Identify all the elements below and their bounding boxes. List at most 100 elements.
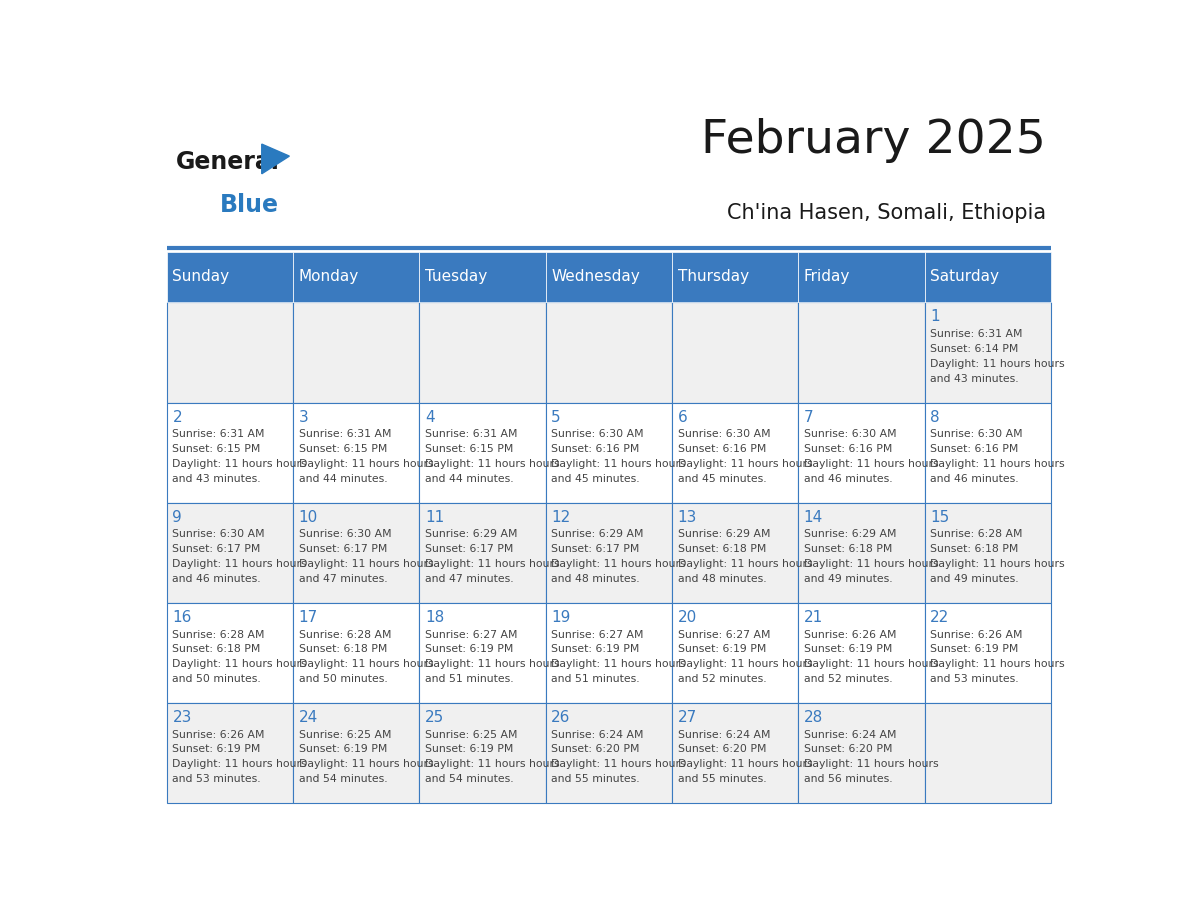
Text: and 43 minutes.: and 43 minutes. — [930, 374, 1018, 384]
Bar — [798, 603, 924, 703]
Text: Daylight: 11 hours hours: Daylight: 11 hours hours — [804, 759, 939, 769]
Bar — [166, 302, 293, 402]
Text: Daylight: 11 hours hours: Daylight: 11 hours hours — [298, 459, 434, 469]
Text: Sunrise: 6:31 AM: Sunrise: 6:31 AM — [298, 430, 391, 440]
Polygon shape — [261, 144, 290, 174]
Text: 20: 20 — [677, 610, 696, 625]
Text: Sunrise: 6:29 AM: Sunrise: 6:29 AM — [804, 530, 896, 540]
Bar — [293, 603, 419, 703]
Text: Sunset: 6:20 PM: Sunset: 6:20 PM — [551, 744, 640, 755]
Bar — [545, 703, 672, 803]
Text: Sunrise: 6:27 AM: Sunrise: 6:27 AM — [425, 630, 518, 640]
Text: Daylight: 11 hours hours: Daylight: 11 hours hours — [930, 359, 1064, 369]
Text: Daylight: 11 hours hours: Daylight: 11 hours hours — [930, 559, 1064, 569]
Bar — [419, 503, 545, 603]
Text: Daylight: 11 hours hours: Daylight: 11 hours hours — [425, 559, 560, 569]
Text: and 45 minutes.: and 45 minutes. — [677, 474, 766, 484]
Text: Sunrise: 6:27 AM: Sunrise: 6:27 AM — [677, 630, 770, 640]
Text: and 44 minutes.: and 44 minutes. — [425, 474, 513, 484]
Text: Daylight: 11 hours hours: Daylight: 11 hours hours — [804, 559, 939, 569]
Text: Sunrise: 6:26 AM: Sunrise: 6:26 AM — [930, 630, 1023, 640]
Text: General: General — [176, 150, 280, 174]
Bar — [798, 302, 924, 402]
Bar — [419, 402, 545, 503]
Bar — [924, 302, 1051, 402]
Text: and 48 minutes.: and 48 minutes. — [677, 574, 766, 584]
Bar — [545, 302, 672, 402]
Text: Sunset: 6:19 PM: Sunset: 6:19 PM — [551, 644, 639, 655]
Text: 21: 21 — [804, 610, 823, 625]
Text: 6: 6 — [677, 409, 687, 425]
Text: Saturday: Saturday — [930, 270, 999, 285]
Text: and 48 minutes.: and 48 minutes. — [551, 574, 640, 584]
Text: 18: 18 — [425, 610, 444, 625]
Bar — [166, 603, 293, 703]
Text: 14: 14 — [804, 509, 823, 525]
Text: Daylight: 11 hours hours: Daylight: 11 hours hours — [425, 759, 560, 769]
Bar — [293, 252, 419, 302]
Text: Sunset: 6:15 PM: Sunset: 6:15 PM — [425, 444, 513, 454]
Text: 7: 7 — [804, 409, 814, 425]
Text: Sunrise: 6:28 AM: Sunrise: 6:28 AM — [298, 630, 391, 640]
Text: Daylight: 11 hours hours: Daylight: 11 hours hours — [551, 659, 685, 669]
Text: Sunrise: 6:29 AM: Sunrise: 6:29 AM — [677, 530, 770, 540]
Text: and 49 minutes.: and 49 minutes. — [930, 574, 1018, 584]
Text: 15: 15 — [930, 509, 949, 525]
Text: Daylight: 11 hours hours: Daylight: 11 hours hours — [677, 759, 813, 769]
Text: Sunrise: 6:26 AM: Sunrise: 6:26 AM — [172, 730, 265, 740]
Text: and 50 minutes.: and 50 minutes. — [172, 674, 261, 684]
Bar — [419, 302, 545, 402]
Text: 2: 2 — [172, 409, 182, 425]
Text: Daylight: 11 hours hours: Daylight: 11 hours hours — [677, 659, 813, 669]
Text: Sunset: 6:19 PM: Sunset: 6:19 PM — [804, 644, 892, 655]
Text: Daylight: 11 hours hours: Daylight: 11 hours hours — [804, 659, 939, 669]
Text: and 49 minutes.: and 49 minutes. — [804, 574, 892, 584]
Text: 28: 28 — [804, 710, 823, 725]
Text: Wednesday: Wednesday — [551, 270, 640, 285]
Text: Sunset: 6:19 PM: Sunset: 6:19 PM — [425, 744, 513, 755]
Text: Sunrise: 6:25 AM: Sunrise: 6:25 AM — [425, 730, 518, 740]
Text: Sunset: 6:18 PM: Sunset: 6:18 PM — [298, 644, 387, 655]
Text: Daylight: 11 hours hours: Daylight: 11 hours hours — [298, 559, 434, 569]
Bar — [672, 302, 798, 402]
Text: and 56 minutes.: and 56 minutes. — [804, 774, 892, 784]
Bar — [672, 252, 798, 302]
Text: Daylight: 11 hours hours: Daylight: 11 hours hours — [677, 459, 813, 469]
Text: Sunset: 6:16 PM: Sunset: 6:16 PM — [677, 444, 766, 454]
Text: Sunset: 6:20 PM: Sunset: 6:20 PM — [677, 744, 766, 755]
Bar — [166, 252, 293, 302]
Bar — [672, 703, 798, 803]
Text: Sunset: 6:16 PM: Sunset: 6:16 PM — [551, 444, 639, 454]
Text: Sunset: 6:19 PM: Sunset: 6:19 PM — [298, 744, 387, 755]
Text: and 47 minutes.: and 47 minutes. — [298, 574, 387, 584]
Text: Sunset: 6:19 PM: Sunset: 6:19 PM — [677, 644, 766, 655]
Bar — [293, 703, 419, 803]
Text: 25: 25 — [425, 710, 444, 725]
Bar — [924, 252, 1051, 302]
Text: Blue: Blue — [220, 193, 278, 217]
Text: Sunrise: 6:31 AM: Sunrise: 6:31 AM — [172, 430, 265, 440]
Text: Sunrise: 6:31 AM: Sunrise: 6:31 AM — [930, 330, 1023, 340]
Text: and 46 minutes.: and 46 minutes. — [804, 474, 892, 484]
Text: 16: 16 — [172, 610, 191, 625]
Text: 27: 27 — [677, 710, 696, 725]
Text: 26: 26 — [551, 710, 570, 725]
Text: Sunset: 6:18 PM: Sunset: 6:18 PM — [930, 544, 1018, 554]
Text: and 50 minutes.: and 50 minutes. — [298, 674, 387, 684]
Text: Sunrise: 6:24 AM: Sunrise: 6:24 AM — [551, 730, 644, 740]
Text: Sunrise: 6:30 AM: Sunrise: 6:30 AM — [804, 430, 897, 440]
Text: and 53 minutes.: and 53 minutes. — [930, 674, 1018, 684]
Bar — [798, 252, 924, 302]
Bar — [419, 252, 545, 302]
Text: Tuesday: Tuesday — [425, 270, 487, 285]
Text: Sunset: 6:19 PM: Sunset: 6:19 PM — [425, 644, 513, 655]
Text: Monday: Monday — [298, 270, 359, 285]
Text: Sunrise: 6:24 AM: Sunrise: 6:24 AM — [804, 730, 896, 740]
Text: 10: 10 — [298, 509, 318, 525]
Text: Sunrise: 6:29 AM: Sunrise: 6:29 AM — [551, 530, 644, 540]
Text: Sunrise: 6:28 AM: Sunrise: 6:28 AM — [172, 630, 265, 640]
Text: and 52 minutes.: and 52 minutes. — [804, 674, 892, 684]
Bar — [672, 503, 798, 603]
Text: Sunrise: 6:30 AM: Sunrise: 6:30 AM — [930, 430, 1023, 440]
Bar — [293, 402, 419, 503]
